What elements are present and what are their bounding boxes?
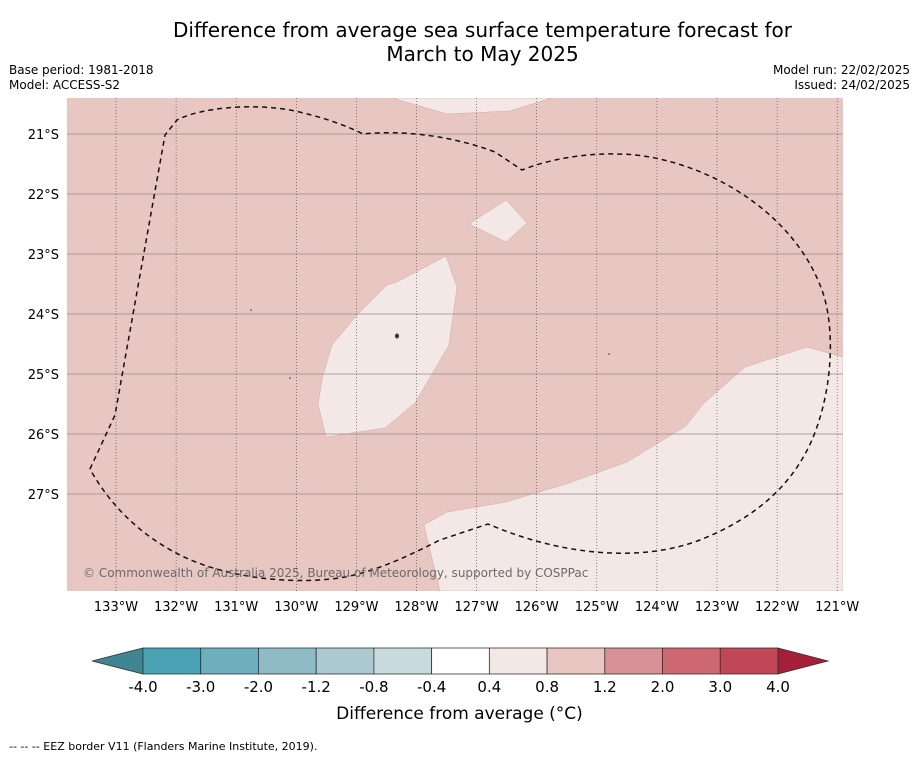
colorbar-tick-label: 1.2 xyxy=(593,678,617,696)
longitude-label: 133°W xyxy=(94,600,138,615)
colorbar-segment xyxy=(315,647,375,675)
island xyxy=(289,377,291,379)
map-panel xyxy=(67,98,843,591)
colorbar-title: Difference from average (°C) xyxy=(336,704,583,724)
longitude-label: 132°W xyxy=(154,600,198,615)
colorbar-tick-label: 0.4 xyxy=(477,678,501,696)
colorbar-segment xyxy=(488,647,548,675)
latitude-label: 27°S xyxy=(28,488,59,503)
colorbar-segment xyxy=(373,647,433,675)
model-name: Model: ACCESS-S2 xyxy=(9,78,121,92)
latitude-label: 23°S xyxy=(28,248,59,263)
anomaly-region-top xyxy=(391,98,553,115)
copyright-notice: © Commonwealth of Australia 2025, Bureau… xyxy=(83,566,588,580)
longitude-label: 128°W xyxy=(394,600,438,615)
title-line-1: Difference from average sea surface temp… xyxy=(172,18,792,42)
longitude-label: 131°W xyxy=(214,600,258,615)
longitude-label: 127°W xyxy=(455,600,499,615)
colorbar-tick-label: -0.8 xyxy=(359,678,388,696)
anomaly-region-southeast xyxy=(423,346,843,591)
island xyxy=(608,353,610,355)
latitude-label: 25°S xyxy=(28,368,59,383)
anomaly-region-central xyxy=(317,255,458,438)
title-line-2: March to May 2025 xyxy=(386,42,579,66)
longitude-label: 129°W xyxy=(334,600,378,615)
eez-footnote: -- -- -- EEZ border V11 (Flanders Marine… xyxy=(9,740,318,753)
eez-border xyxy=(89,106,832,582)
latitude-gridlines xyxy=(67,133,843,495)
longitude-label: 126°W xyxy=(515,600,559,615)
colorbar-segment xyxy=(258,647,317,675)
model-run: Model run: 22/02/2025 xyxy=(772,63,910,77)
island xyxy=(395,333,399,339)
longitude-gridlines xyxy=(115,98,838,591)
longitude-labels: 133°W 132°W 131°W 130°W 129°W 128°W 127°W 126°W… xyxy=(94,600,860,615)
meta-left: Base period: 1981-2018 Model: ACCESS-S2 xyxy=(9,63,154,93)
colorbar-tick-label: -2.0 xyxy=(244,678,273,696)
colorbar-segment xyxy=(662,647,721,675)
colorbar-tick-label: 3.0 xyxy=(708,678,732,696)
longitude-label: 124°W xyxy=(635,600,679,615)
colorbar-tick-label: 2.0 xyxy=(651,678,675,696)
latitude-label: 21°S xyxy=(28,128,59,143)
latitude-label: 26°S xyxy=(28,428,59,443)
issued-date: Issued: 24/02/2025 xyxy=(794,78,910,92)
islands xyxy=(250,309,610,379)
latitude-label: 22°S xyxy=(28,188,59,203)
colorbar-segment xyxy=(200,647,259,675)
island xyxy=(250,309,252,311)
colorbar-tick-label: 0.8 xyxy=(535,678,559,696)
colorbar-tick-label: -3.0 xyxy=(186,678,215,696)
meta-right: Model run: 22/02/2025 Issued: 24/02/2025 xyxy=(773,63,910,93)
colorbar-tick-label: 4.0 xyxy=(766,678,790,696)
colorbar-over-arrow xyxy=(777,647,830,675)
latitude-labels: 21°S 22°S 23°S 24°S 25°S 26°S 27°S xyxy=(28,128,59,503)
longitude-label: 122°W xyxy=(755,600,799,615)
anomaly-region-small xyxy=(468,199,528,243)
colorbar-segment xyxy=(604,647,663,675)
colorbar-segment xyxy=(142,647,202,675)
chart-title: Difference from average sea surface temp… xyxy=(120,18,845,66)
colorbar-segment xyxy=(431,647,490,675)
latitude-label: 24°S xyxy=(28,308,59,323)
colorbar-under-arrow xyxy=(91,647,144,675)
colorbar-tick-label: -4.0 xyxy=(128,678,157,696)
colorbar-segment xyxy=(546,647,606,675)
longitude-label: 130°W xyxy=(274,600,318,615)
colorbar-segment xyxy=(719,647,779,675)
colorbar-tick-label: -0.4 xyxy=(417,678,446,696)
longitude-label: 123°W xyxy=(695,600,739,615)
base-period: Base period: 1981-2018 xyxy=(9,63,154,77)
colorbar-tick-label: -1.2 xyxy=(302,678,331,696)
longitude-label: 125°W xyxy=(575,600,619,615)
longitude-label: 121°W xyxy=(815,600,859,615)
colorbar: -4.0 -3.0 -2.0 -1.2 -0.8 -0.4 0.4 0.8 1.2 2.0 3.0 4… xyxy=(91,647,830,696)
